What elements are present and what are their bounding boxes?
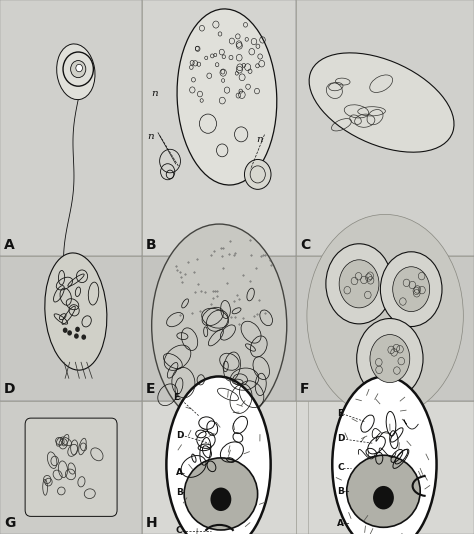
Ellipse shape	[370, 334, 410, 382]
Bar	[0, 256, 142, 400]
Ellipse shape	[309, 53, 454, 152]
Bar	[296, 0, 474, 256]
Circle shape	[75, 327, 80, 332]
Text: E: E	[173, 394, 180, 402]
Text: D: D	[337, 435, 345, 443]
Circle shape	[245, 160, 271, 190]
Ellipse shape	[166, 376, 271, 534]
FancyBboxPatch shape	[25, 418, 117, 516]
Circle shape	[210, 488, 231, 511]
Text: n: n	[152, 89, 158, 98]
Circle shape	[63, 327, 67, 333]
Text: B: B	[337, 487, 344, 496]
Bar	[142, 400, 474, 534]
Ellipse shape	[356, 318, 423, 398]
Text: D: D	[176, 431, 183, 439]
Text: E: E	[337, 410, 343, 418]
Text: C: C	[176, 527, 182, 534]
Circle shape	[74, 333, 79, 339]
Ellipse shape	[177, 9, 277, 185]
Text: B: B	[176, 488, 183, 497]
Text: n: n	[147, 132, 154, 141]
Text: A: A	[337, 519, 344, 528]
Circle shape	[373, 486, 394, 509]
Bar	[0, 0, 142, 256]
Text: E: E	[146, 382, 155, 396]
Ellipse shape	[184, 458, 257, 530]
Circle shape	[76, 64, 82, 72]
Ellipse shape	[307, 214, 464, 418]
Ellipse shape	[392, 266, 429, 312]
Text: B: B	[146, 238, 156, 252]
Ellipse shape	[57, 44, 95, 100]
Text: C: C	[337, 464, 344, 472]
Ellipse shape	[152, 224, 287, 427]
Circle shape	[71, 60, 86, 77]
Ellipse shape	[45, 253, 107, 370]
Ellipse shape	[326, 244, 392, 324]
Text: F: F	[300, 382, 310, 396]
Bar	[296, 256, 474, 400]
Text: A: A	[176, 468, 183, 477]
Circle shape	[82, 334, 86, 340]
Bar	[142, 256, 296, 400]
Bar	[0, 400, 142, 534]
Text: C: C	[300, 238, 310, 252]
Bar	[142, 0, 296, 256]
Text: n: n	[256, 135, 263, 144]
Circle shape	[67, 330, 72, 335]
Ellipse shape	[346, 455, 420, 528]
Text: G: G	[4, 516, 15, 530]
Ellipse shape	[339, 260, 379, 308]
Text: D: D	[4, 382, 15, 396]
Text: A: A	[4, 238, 15, 252]
Ellipse shape	[380, 252, 442, 326]
Text: H: H	[146, 516, 158, 530]
Ellipse shape	[332, 376, 437, 534]
